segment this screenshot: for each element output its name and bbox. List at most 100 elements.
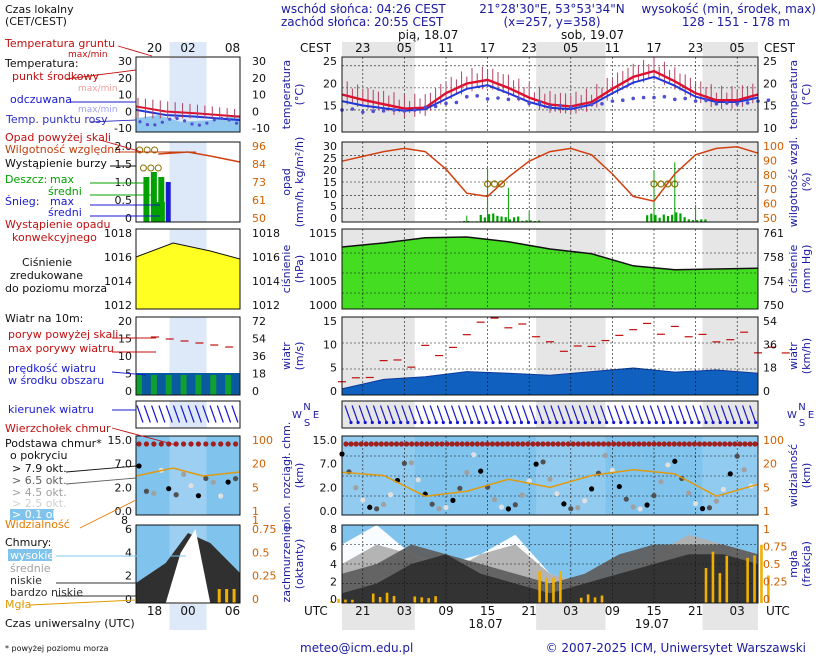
dew-point-marker — [444, 101, 448, 106]
wind-direction-head — [413, 420, 417, 425]
rain-bar — [691, 220, 695, 222]
legend-temp-panel-border — [135, 56, 241, 133]
cloud-top-marker — [621, 441, 627, 447]
rain-bar — [508, 219, 511, 222]
storm-marker — [497, 180, 506, 188]
dew-point-marker — [579, 104, 583, 109]
wind-direction-arrow — [472, 405, 480, 423]
legend-pressure-2: zredukowane — [10, 269, 83, 282]
legend-gust-over: poryw powyżej skali — [8, 328, 118, 341]
legend-okt-01: > 0.1 okt. — [12, 508, 67, 521]
compass-n: N — [303, 402, 310, 413]
legend-humidity-line — [158, 151, 241, 163]
rain-bar — [529, 220, 532, 222]
bottom-hour-label: 21 — [355, 604, 370, 618]
cloud-top-marker — [530, 441, 536, 447]
bottom-hour-label: 21 — [522, 604, 537, 618]
legend-cloud-base — [232, 476, 239, 482]
legend-snow-bar — [165, 182, 171, 222]
y-tick-right: 90 — [763, 154, 777, 167]
y-tick-left: 2.0 — [320, 481, 338, 494]
legend-dir-arrow — [172, 405, 181, 423]
legend-fog-bar — [232, 589, 236, 603]
cloud-top-marker — [661, 441, 667, 447]
legend-y-tick: 84 — [252, 158, 266, 171]
legend-column: Czas lokalny (CET/CEST) Temperatura grun… — [4, 3, 280, 653]
y-tick-left: 5 — [330, 200, 337, 213]
legend-y-tick: -10 — [114, 122, 132, 135]
wind-direction-arrow — [351, 405, 359, 423]
legend-y-tick: 1018 — [104, 227, 132, 240]
cloud-top-marker — [434, 441, 440, 447]
legend-wind-segment — [150, 375, 157, 395]
storm-marker — [664, 180, 672, 188]
cloud-base-marker — [457, 485, 463, 491]
legend-leader-line — [29, 599, 137, 606]
wind-direction-head — [754, 420, 758, 425]
legend-y-tick: 100 — [252, 434, 273, 447]
legend-wind-segment — [165, 375, 172, 395]
legend-dir-arrow — [151, 405, 159, 423]
footer: meteo@icm.edu.pl © 2007-2025 ICM, Uniwer… — [300, 641, 806, 655]
cloud-base-marker — [408, 460, 414, 466]
legend-dew-point: Temp. punktu rosy — [5, 113, 108, 126]
panel-wind-border — [341, 316, 759, 396]
cloud-base-marker — [547, 476, 553, 482]
wind-axis-title-left: wiatr — [280, 342, 293, 370]
rain-bar — [525, 220, 528, 222]
cloud-top-marker — [651, 441, 657, 447]
bottom-hour-label: 15 — [480, 604, 495, 618]
wind-direction-arrow — [358, 405, 366, 423]
dew-point-marker — [641, 95, 646, 100]
legend-cloud-top — [210, 441, 216, 447]
cloud-top-marker — [686, 441, 693, 447]
legend-top-hour: 08 — [225, 41, 240, 55]
legend-cloud-top — [232, 441, 239, 447]
wind-direction-head — [555, 420, 559, 425]
dew-point-marker — [683, 96, 687, 101]
bottom-hour-label: 03 — [563, 604, 578, 618]
legend-dir-arrow — [216, 405, 224, 423]
wind-direction-arrow — [635, 405, 643, 423]
cloud-top-marker — [378, 441, 384, 447]
wind-direction-head — [512, 420, 516, 425]
cloud-top-marker — [701, 441, 708, 447]
wind-direction-arrow — [507, 405, 515, 423]
legend-dir-arrow — [209, 405, 217, 423]
wind-direction-arrow — [621, 405, 629, 423]
legend-dew-marker — [168, 117, 172, 121]
y-tick-left: 15.0 — [313, 434, 338, 447]
legend-wind-dir: kierunek wiatru — [8, 403, 94, 416]
legend-pressure-1: Ciśnienie — [22, 256, 72, 269]
cloud-top-marker — [358, 441, 364, 447]
cloud-top-marker — [585, 441, 592, 447]
dew-point-marker — [537, 100, 542, 105]
legend-cover-high — [165, 529, 211, 603]
panel-cloudbase-border — [341, 435, 759, 516]
wind-direction-head — [548, 420, 552, 425]
legend-okt-45: > 4.5 okt. — [12, 486, 67, 499]
y-tick-right: 54 — [763, 315, 777, 328]
wind-direction-head — [718, 420, 722, 425]
storm-marker — [671, 180, 679, 188]
legend-soil-maxmin: max/min — [68, 50, 108, 60]
legend-y-tick: 54 — [252, 333, 266, 346]
cloud-base-marker — [741, 467, 747, 473]
wind-direction-head — [505, 420, 509, 425]
legend-y-tick: 0 — [252, 105, 259, 118]
wind-direction-head — [647, 420, 651, 425]
footer-email[interactable]: meteo@icm.edu.pl — [300, 641, 413, 655]
header: wschód słońca: 04:26 CEST zachód słońca:… — [281, 2, 816, 29]
cloud-top-marker — [398, 441, 405, 447]
cloud-top-marker — [479, 441, 485, 447]
legend-cloud-top — [195, 441, 202, 447]
legend-cloud-top — [143, 441, 150, 447]
dew-point-marker — [485, 97, 490, 101]
rain-bar — [666, 216, 670, 222]
fog-bar — [344, 599, 347, 603]
legend-dew-marker — [197, 123, 202, 127]
wind-direction-arrow — [550, 405, 558, 423]
legend-night-top — [169, 42, 207, 56]
legend-dew-marker — [153, 123, 157, 127]
